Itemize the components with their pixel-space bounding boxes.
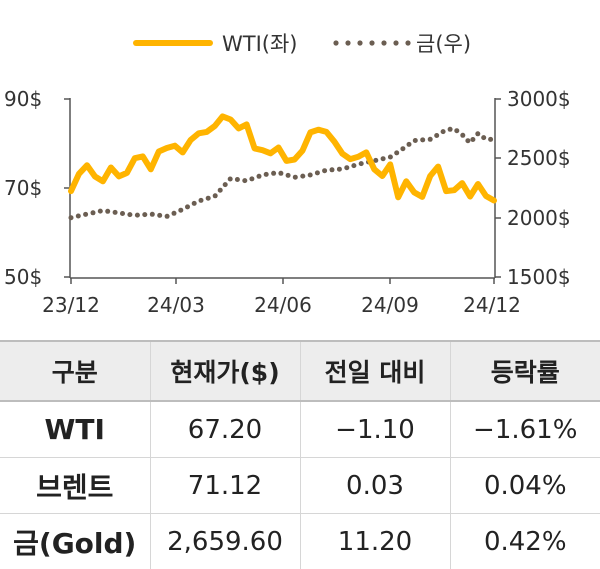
- header-change-rate: 등락률: [450, 341, 600, 401]
- table-row: WTI 67.20 −1.10 −1.61%: [0, 401, 600, 458]
- gold-point: [257, 174, 262, 179]
- gold-point: [441, 129, 446, 134]
- gold-point: [448, 127, 453, 132]
- gold-point: [165, 214, 170, 219]
- row-change: 0.03: [300, 458, 450, 514]
- price-chart: WTI(좌) 금(우) 90$ 70$ 50$ 30: [0, 0, 600, 330]
- x-tick-labels: 23/12 24/03 24/06 24/09 24/12: [42, 293, 521, 317]
- gold-point: [249, 176, 254, 181]
- gold-point: [300, 174, 305, 179]
- gold-point: [69, 215, 74, 220]
- gold-point: [454, 128, 459, 133]
- gold-point: [286, 173, 291, 178]
- x-tick-label: 23/12: [42, 293, 100, 317]
- gold-point: [470, 137, 475, 142]
- gold-point: [278, 171, 283, 176]
- header-category: 구분: [0, 341, 150, 401]
- table-row: 브렌트 71.12 0.03 0.04%: [0, 458, 600, 514]
- y-right-tick-label: 1500$: [507, 265, 571, 289]
- gold-point: [91, 210, 96, 215]
- gold-point: [481, 135, 486, 140]
- gold-point: [359, 161, 364, 166]
- header-change: 전일 대비: [300, 341, 450, 401]
- axes: [64, 98, 501, 284]
- gold-point: [178, 208, 183, 213]
- gold-point: [192, 201, 197, 206]
- x-tick-label: 24/09: [361, 293, 419, 317]
- gold-point: [98, 209, 103, 214]
- y-right-tick-label: 2000$: [507, 206, 571, 230]
- gold-point: [172, 211, 177, 216]
- gold-point: [218, 188, 223, 193]
- row-name: 브렌트: [0, 458, 150, 514]
- gold-point: [213, 193, 218, 198]
- y-right-tick-label: 2500$: [507, 146, 571, 170]
- gold-point: [150, 212, 155, 217]
- gold-point: [308, 173, 313, 178]
- legend: WTI(좌) 금(우): [136, 32, 471, 56]
- y-left-tick-label: 90$: [4, 87, 42, 111]
- gold-point: [465, 138, 470, 143]
- gold-point: [351, 163, 356, 168]
- y-right-tick-labels: 3000$ 2500$ 2000$ 1500$: [507, 87, 571, 289]
- gold-point: [120, 211, 125, 216]
- gold-point: [76, 214, 81, 219]
- gold-point: [344, 165, 349, 170]
- gold-point: [428, 137, 433, 142]
- gold-point: [83, 212, 88, 217]
- gold-point: [293, 175, 298, 180]
- x-tick-label: 24/03: [147, 293, 205, 317]
- row-price: 67.20: [150, 401, 300, 458]
- row-change: −1.10: [300, 401, 450, 458]
- gold-point: [127, 212, 132, 217]
- price-table: 구분 현재가($) 전일 대비 등락률 WTI 67.20 −1.10 −1.6…: [0, 340, 600, 569]
- gold-point: [434, 133, 439, 138]
- x-tick-label: 24/06: [254, 293, 312, 317]
- legend-wti-label: WTI(좌): [222, 32, 298, 56]
- gold-point: [271, 171, 276, 176]
- gold-point: [394, 150, 399, 155]
- gold-point: [330, 167, 335, 172]
- gold-point: [381, 156, 386, 161]
- gold-point: [400, 146, 405, 151]
- gold-point: [315, 170, 320, 175]
- y-left-tick-label: 50$: [4, 265, 42, 289]
- x-tick-label: 24/12: [463, 293, 521, 317]
- gold-point: [407, 142, 412, 147]
- gold-point: [337, 167, 342, 172]
- y-right-tick-label: 3000$: [507, 87, 571, 111]
- gold-point: [228, 177, 233, 182]
- row-rate: −1.61%: [450, 401, 600, 458]
- y-left-tick-labels: 90$ 70$ 50$: [4, 87, 42, 289]
- row-price: 71.12: [150, 458, 300, 514]
- gold-point: [206, 196, 211, 201]
- table-header-row: 구분 현재가($) 전일 대비 등락률: [0, 341, 600, 401]
- gold-point: [322, 168, 327, 173]
- gold-point: [223, 182, 228, 187]
- gold-point: [388, 155, 393, 160]
- gold-point: [135, 213, 140, 218]
- gold-point: [157, 213, 162, 218]
- gold-point: [242, 178, 247, 183]
- gold-point: [113, 210, 118, 215]
- gold-point: [235, 177, 240, 182]
- gold-point: [142, 212, 147, 217]
- header-current-price: 현재가($): [150, 341, 300, 401]
- gold-point: [185, 204, 190, 209]
- row-name: WTI: [0, 401, 150, 458]
- wti-line: [71, 116, 494, 200]
- legend-gold-swatch: [333, 40, 410, 45]
- wti-series: [71, 116, 494, 200]
- y-left-tick-label: 70$: [4, 176, 42, 200]
- gold-point: [105, 209, 110, 214]
- gold-point: [460, 133, 465, 138]
- gold-point: [413, 138, 418, 143]
- legend-gold-label: 금(우): [416, 32, 471, 56]
- gold-point: [264, 172, 269, 177]
- gold-point: [488, 137, 493, 142]
- gold-point: [475, 131, 480, 136]
- gold-point: [199, 198, 204, 203]
- row-rate: 0.04%: [450, 458, 600, 514]
- gold-point: [420, 137, 425, 142]
